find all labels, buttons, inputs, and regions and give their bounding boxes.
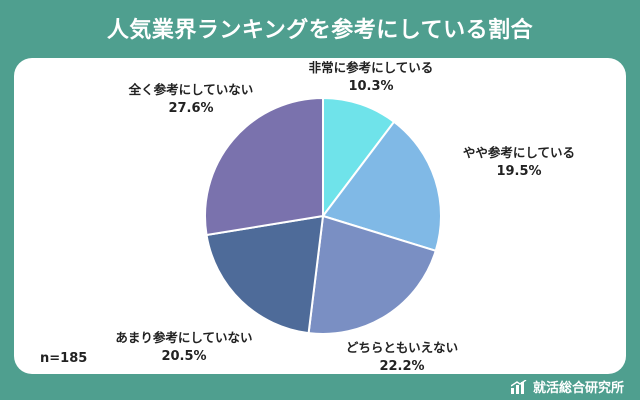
slice-labels: 非常に参考にしている 10.3% やや参考にしている 19.5% どちらともいえない 22… bbox=[115, 60, 575, 374]
pie-slice bbox=[322, 96, 396, 219]
slice-label: やや参考にしている bbox=[463, 145, 575, 160]
slice-value-label: 20.5% bbox=[161, 349, 206, 364]
slice-label: 全く参考にしていない bbox=[128, 82, 254, 97]
brand-name: 就活総合研究所 bbox=[532, 381, 624, 396]
pie-chart: 非常に参考にしている 10.3% やや参考にしている 19.5% どちらともいえない 22… bbox=[40, 60, 575, 374]
pie-slice bbox=[204, 96, 324, 237]
slice-value-label: 22.2% bbox=[379, 359, 424, 374]
slice-value-label: 10.3% bbox=[348, 79, 393, 94]
slice-value-label: 27.6% bbox=[168, 101, 213, 116]
slice-label: 非常に参考にしている bbox=[309, 60, 434, 75]
brand-logo: 就活総合研究所 bbox=[510, 377, 624, 396]
slice-label: あまり参考にしていない bbox=[115, 330, 252, 345]
pie-slice bbox=[321, 120, 442, 253]
pie-slices bbox=[204, 96, 442, 335]
sample-size-label: n=185 bbox=[40, 351, 87, 366]
bar-chart-growth-icon bbox=[510, 378, 527, 394]
pie-slice bbox=[307, 214, 437, 335]
chart-card: 非常に参考にしている 10.3% やや参考にしている 19.5% どちらともいえない 22… bbox=[14, 58, 626, 374]
slice-label: どちらともいえない bbox=[346, 340, 458, 355]
pie-slice bbox=[205, 214, 325, 335]
chart-title: 人気業界ランキングを参考にしている割合 bbox=[106, 18, 534, 43]
slice-value-label: 19.5% bbox=[496, 164, 541, 179]
